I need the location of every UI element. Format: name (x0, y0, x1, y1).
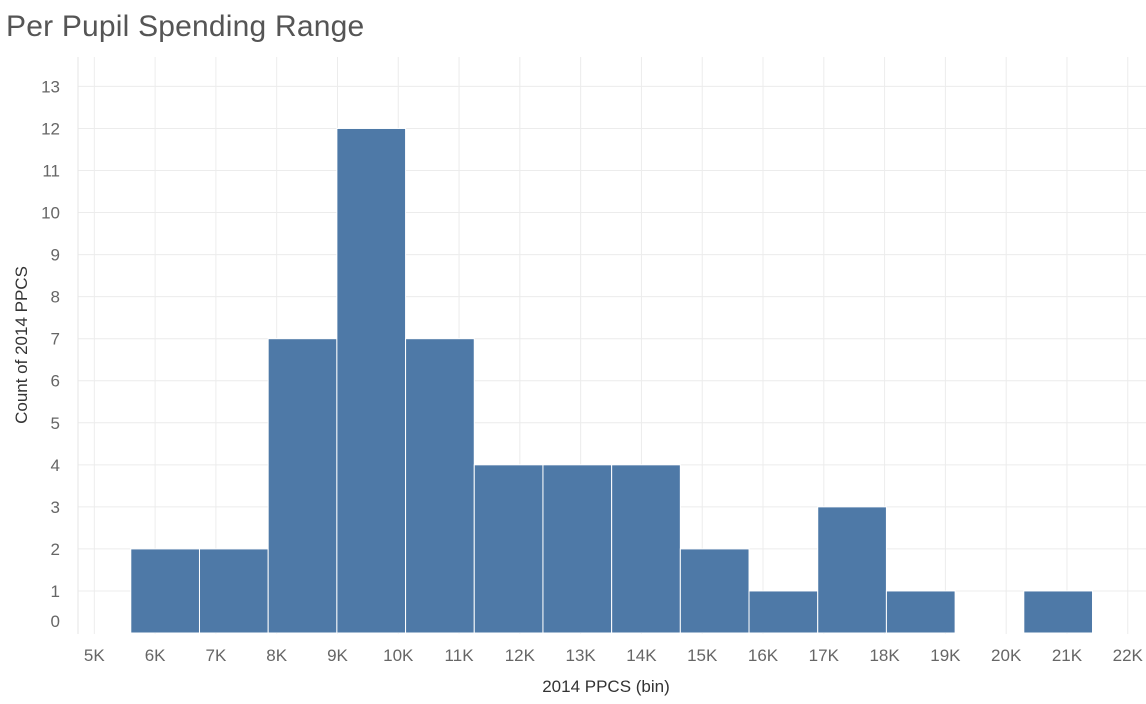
x-axis-ticks: 5K 6K 7K 8K 9K 10K 11K 12K 13K 14K 15K 16K 17K 18K 19K… (84, 646, 1144, 665)
x-tick-label: 12K (505, 646, 536, 665)
x-tick-label: 19K (930, 646, 961, 665)
y-tick-label: 9 (51, 246, 60, 265)
y-tick-label: 12 (41, 119, 60, 138)
x-tick-label: 10K (383, 646, 414, 665)
histogram-bar[interactable] (817, 506, 887, 634)
x-tick-label: 6K (145, 646, 166, 665)
histogram-bar[interactable] (611, 464, 681, 634)
x-tick-label: 5K (84, 646, 105, 665)
y-tick-label: 3 (51, 498, 60, 517)
histogram-bar[interactable] (198, 548, 269, 634)
y-tick-label: 4 (51, 456, 60, 475)
histogram-bar[interactable] (542, 464, 613, 634)
x-tick-label: 20K (991, 646, 1022, 665)
y-tick-label: 7 (51, 330, 60, 349)
y-tick-label: 2 (51, 540, 60, 559)
histogram-bar[interactable] (1023, 590, 1094, 634)
x-tick-label: 16K (748, 646, 779, 665)
x-tick-label: 8K (266, 646, 287, 665)
histogram-bar[interactable] (473, 464, 544, 634)
y-tick-label: 8 (51, 288, 60, 307)
histogram-bar[interactable] (267, 338, 338, 634)
x-tick-label: 11K (445, 646, 475, 665)
y-tick-label: 13 (41, 77, 60, 96)
histogram-bar[interactable] (885, 590, 956, 634)
histogram-bar[interactable] (130, 548, 200, 634)
x-tick-label: 21K (1052, 646, 1083, 665)
y-tick-label: 6 (51, 372, 60, 391)
histogram-bar[interactable] (679, 548, 750, 634)
x-tick-label: 22K (1113, 646, 1144, 665)
y-tick-label: 0 (51, 612, 60, 631)
y-tick-label: 10 (41, 204, 60, 223)
chart-title: Per Pupil Spending Range (6, 10, 365, 43)
y-tick-label: 1 (51, 582, 60, 601)
x-tick-label: 9K (327, 646, 348, 665)
x-tick-label: 7K (205, 646, 226, 665)
histogram-bar[interactable] (405, 338, 475, 634)
histogram-bar[interactable] (748, 590, 819, 634)
x-tick-label: 14K (626, 646, 657, 665)
bars (130, 127, 1094, 634)
x-tick-label: 13K (566, 646, 597, 665)
y-axis-label: Count of 2014 PPCS (12, 266, 31, 424)
x-tick-label: 17K (809, 646, 840, 665)
y-tick-label: 5 (51, 414, 60, 433)
y-tick-label: 11 (42, 162, 60, 181)
x-tick-label: 18K (869, 646, 900, 665)
histogram-bar[interactable] (336, 127, 407, 634)
x-axis-label: 2014 PPCS (bin) (542, 677, 670, 696)
x-tick-label: 15K (687, 646, 718, 665)
